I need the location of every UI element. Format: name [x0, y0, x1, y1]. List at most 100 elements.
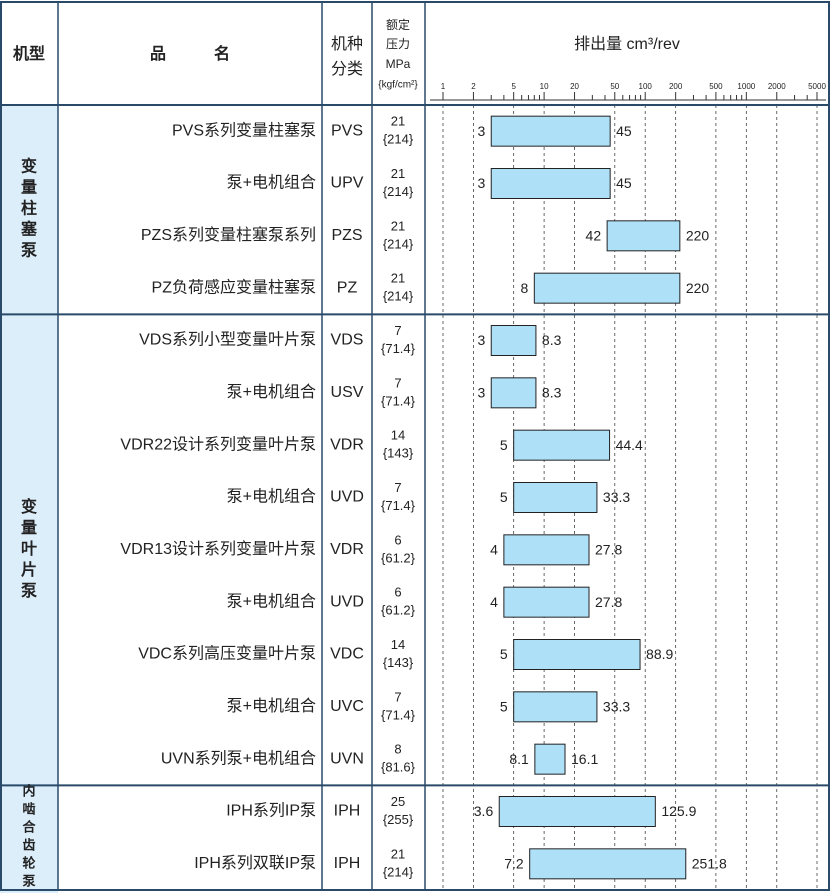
product-code: UVC	[330, 698, 364, 715]
product-name: VDR22设计系列变量叶片泵	[120, 435, 316, 453]
product-name: 泵+电机组合	[227, 383, 316, 401]
pressure-kgf: {81.6}	[381, 760, 416, 775]
range-bar	[490, 115, 611, 147]
range-bar	[513, 429, 611, 461]
range-bar	[533, 272, 681, 304]
range-bar	[503, 534, 590, 566]
pressure-mpa: 8	[394, 742, 401, 757]
product-code: UVD	[330, 593, 364, 610]
min-label: 3	[477, 123, 485, 139]
pressure-kgf: {214}	[383, 236, 414, 251]
product-name: 泵+电机组合	[227, 488, 316, 506]
pressure-kgf: {71.4}	[381, 707, 416, 722]
pressure-mpa: 7	[394, 689, 401, 704]
product-code: USV	[331, 384, 364, 401]
pressure-kgf: {61.2}	[381, 603, 416, 618]
max-label: 27.8	[595, 542, 622, 558]
min-label: 4	[490, 542, 498, 558]
min-label: 3	[477, 385, 485, 401]
min-label: 5	[500, 699, 508, 715]
product-code: IPH	[334, 803, 361, 820]
product-name: 泵+电机组合	[227, 592, 316, 610]
product-name: IPH系列双联IP泵	[194, 854, 316, 872]
product-code: UVD	[330, 489, 364, 506]
min-label: 3	[477, 175, 485, 191]
max-label: 88.9	[646, 646, 673, 662]
max-label: 27.8	[595, 594, 622, 610]
group-label: 内啮合齿轮泵	[22, 784, 36, 889]
product-code: PVS	[331, 122, 363, 139]
x-tick-label: 10	[540, 82, 549, 91]
pressure-mpa: 21	[391, 271, 405, 286]
range-bar	[503, 586, 590, 618]
type-column-bg	[0, 0, 58, 893]
min-label: 42	[586, 228, 602, 244]
pressure-mpa: 7	[394, 375, 401, 390]
range-bar	[534, 743, 566, 775]
range-bar	[529, 848, 687, 880]
x-tick-label: 5	[511, 82, 516, 91]
product-code: PZ	[337, 279, 358, 296]
pressure-kgf: {71.4}	[381, 393, 416, 408]
header-pressure: 额定	[386, 17, 410, 32]
max-label: 16.1	[571, 751, 598, 767]
range-bar	[513, 639, 641, 670]
product-code: VDC	[330, 646, 364, 663]
pressure-mpa: 7	[394, 480, 401, 495]
pressure-kgf: {214}	[383, 184, 414, 199]
product-name: PZS系列变量柱塞泵系列	[141, 226, 316, 244]
min-label: 5	[500, 489, 508, 505]
product-name: 泵+电机组合	[227, 697, 316, 715]
pressure-kgf: {214}	[383, 132, 414, 147]
max-label: 33.3	[603, 699, 630, 715]
min-label: 3	[477, 332, 485, 348]
max-label: 220	[686, 228, 710, 244]
pressure-kgf: {71.4}	[381, 341, 416, 356]
max-label: 33.3	[603, 489, 630, 505]
min-label: 7.2	[504, 856, 524, 872]
product-name: PZ负荷感应变量柱塞泵	[152, 277, 316, 296]
product-name: UVN系列泵+电机组合	[161, 749, 316, 767]
pressure-mpa: 14	[391, 428, 405, 443]
max-label: 45	[616, 175, 632, 191]
header-bg	[0, 0, 830, 105]
product-name: 泵+电机组合	[227, 174, 316, 192]
header-pressure: MPa	[386, 57, 411, 71]
max-label: 251.8	[692, 856, 727, 872]
pressure-mpa: 6	[394, 532, 401, 547]
product-name: VDS系列小型变量叶片泵	[139, 331, 316, 349]
max-label: 44.4	[616, 437, 643, 453]
product-code: VDR	[330, 436, 364, 453]
header-flow: 排出量 cm³/rev	[574, 35, 680, 53]
product-name: IPH系列IP泵	[226, 802, 316, 820]
pressure-mpa: 21	[391, 166, 405, 181]
pressure-kgf: {61.2}	[381, 550, 416, 565]
min-label: 8	[521, 280, 529, 296]
product-code: UVN	[330, 750, 364, 767]
pressure-mpa: 21	[391, 114, 405, 129]
product-name: VDR13设计系列变量叶片泵	[120, 540, 316, 558]
min-label: 8.1	[509, 751, 529, 767]
pressure-mpa: 7	[394, 323, 401, 338]
max-label: 125.9	[661, 803, 696, 819]
product-code: VDS	[331, 332, 364, 349]
max-label: 45	[616, 123, 632, 139]
pressure-kgf: {143}	[383, 655, 414, 670]
product-code: VDR	[330, 541, 364, 558]
pressure-mpa: 6	[394, 585, 401, 600]
pressure-kgf: {214}	[383, 864, 414, 879]
pressure-mpa: 25	[391, 794, 405, 809]
pressure-mpa: 21	[391, 846, 405, 861]
min-label: 5	[500, 437, 508, 453]
pressure-kgf: {214}	[383, 289, 414, 304]
header-name: 品 名	[150, 44, 230, 63]
product-code: IPH	[334, 855, 361, 872]
header-pressure: 压力	[386, 37, 410, 51]
x-tick-label: 2000	[768, 82, 786, 91]
pressure-kgf: {255}	[383, 812, 414, 827]
product-code: UPV	[331, 175, 364, 192]
range-bar	[490, 325, 537, 356]
pressure-kgf: {143}	[383, 446, 414, 461]
